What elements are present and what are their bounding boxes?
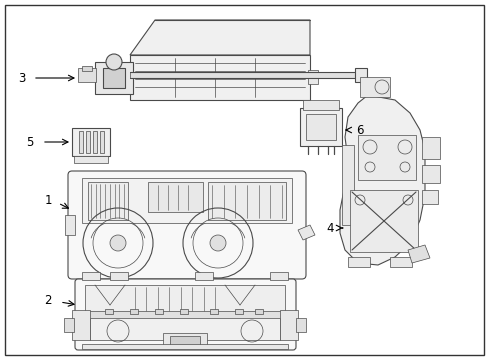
Bar bbox=[72, 128, 110, 156]
FancyBboxPatch shape bbox=[75, 279, 295, 350]
Bar bbox=[74, 156, 108, 163]
Bar bbox=[207, 182, 285, 220]
Bar bbox=[79, 131, 83, 153]
Bar bbox=[163, 333, 206, 348]
Bar bbox=[341, 145, 353, 225]
Text: 5: 5 bbox=[26, 135, 34, 149]
Bar bbox=[421, 137, 439, 159]
Bar bbox=[64, 318, 74, 332]
Polygon shape bbox=[130, 20, 309, 55]
Bar bbox=[280, 310, 297, 340]
Bar bbox=[148, 182, 203, 212]
Bar bbox=[235, 309, 243, 314]
Bar bbox=[307, 70, 317, 84]
Bar bbox=[347, 257, 369, 267]
Bar bbox=[299, 108, 341, 146]
Bar bbox=[78, 68, 96, 82]
Bar bbox=[421, 190, 437, 204]
Bar bbox=[130, 72, 359, 78]
Circle shape bbox=[106, 54, 122, 70]
Bar bbox=[421, 165, 439, 183]
Bar bbox=[349, 190, 417, 252]
Bar bbox=[155, 309, 163, 314]
Text: 3: 3 bbox=[18, 72, 26, 85]
Bar bbox=[130, 309, 138, 314]
Bar bbox=[86, 131, 90, 153]
Text: 1: 1 bbox=[44, 194, 52, 207]
Bar bbox=[209, 309, 218, 314]
Polygon shape bbox=[297, 225, 314, 240]
Bar bbox=[85, 311, 285, 319]
Text: 4: 4 bbox=[325, 221, 333, 234]
Bar bbox=[269, 272, 287, 280]
Bar bbox=[170, 336, 200, 345]
Polygon shape bbox=[407, 245, 429, 263]
Bar bbox=[100, 131, 104, 153]
Bar bbox=[82, 344, 287, 349]
FancyBboxPatch shape bbox=[68, 171, 305, 279]
Bar bbox=[85, 285, 285, 313]
Bar bbox=[305, 114, 335, 140]
Bar bbox=[105, 309, 113, 314]
Bar bbox=[95, 62, 133, 94]
Circle shape bbox=[110, 235, 126, 251]
Bar bbox=[82, 66, 92, 71]
Bar bbox=[354, 68, 366, 82]
Bar bbox=[65, 215, 75, 235]
Bar bbox=[82, 272, 100, 280]
Bar bbox=[90, 318, 280, 340]
Text: 6: 6 bbox=[356, 123, 363, 136]
Bar bbox=[389, 257, 411, 267]
Bar bbox=[303, 100, 338, 110]
Polygon shape bbox=[339, 95, 424, 265]
Bar bbox=[359, 77, 389, 97]
Bar bbox=[93, 131, 97, 153]
Bar bbox=[195, 272, 213, 280]
Bar bbox=[82, 178, 291, 223]
Bar bbox=[88, 182, 128, 220]
Text: 2: 2 bbox=[44, 293, 52, 306]
Bar bbox=[103, 68, 125, 88]
Bar bbox=[254, 309, 263, 314]
Bar bbox=[295, 318, 305, 332]
Circle shape bbox=[209, 235, 225, 251]
Bar bbox=[130, 55, 309, 100]
Bar bbox=[357, 135, 415, 180]
Bar bbox=[72, 310, 90, 340]
Bar bbox=[180, 309, 187, 314]
Bar bbox=[110, 272, 128, 280]
